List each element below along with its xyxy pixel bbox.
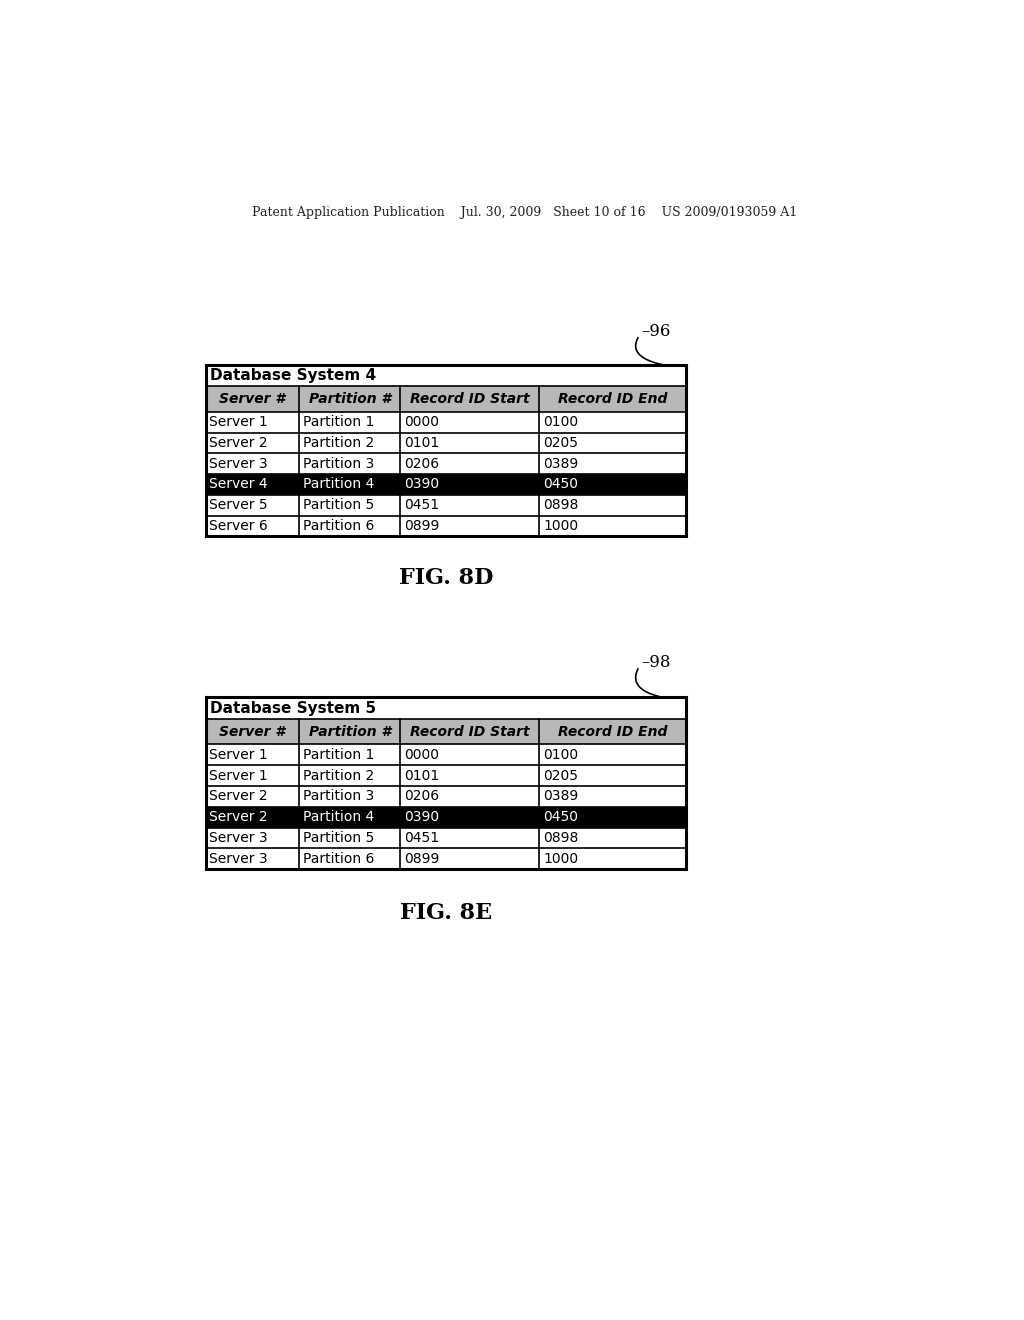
Text: 0451: 0451 bbox=[404, 830, 439, 845]
Text: Patent Application Publication    Jul. 30, 2009   Sheet 10 of 16    US 2009/0193: Patent Application Publication Jul. 30, … bbox=[252, 206, 798, 219]
Text: FIG. 8D: FIG. 8D bbox=[398, 568, 493, 589]
Text: Server 2: Server 2 bbox=[209, 436, 268, 450]
Bar bbox=[206, 412, 686, 433]
Text: 0898: 0898 bbox=[544, 498, 579, 512]
Text: 0899: 0899 bbox=[404, 519, 439, 533]
Text: Partition 2: Partition 2 bbox=[303, 436, 375, 450]
Text: Server 6: Server 6 bbox=[209, 519, 268, 533]
Text: Server 3: Server 3 bbox=[209, 457, 268, 471]
Text: –98: –98 bbox=[641, 655, 671, 672]
Bar bbox=[206, 744, 686, 766]
Text: 0899: 0899 bbox=[404, 851, 439, 866]
Text: 0390: 0390 bbox=[404, 478, 439, 491]
Text: Partition #: Partition # bbox=[308, 725, 391, 739]
Text: Server 1: Server 1 bbox=[209, 768, 268, 783]
Text: 1000: 1000 bbox=[544, 851, 579, 866]
Text: Server #: Server # bbox=[219, 392, 286, 407]
Text: Server 1: Server 1 bbox=[209, 414, 268, 429]
Bar bbox=[206, 849, 686, 869]
Text: Partition 1: Partition 1 bbox=[303, 747, 375, 762]
Bar bbox=[206, 474, 686, 495]
Text: 0206: 0206 bbox=[404, 789, 439, 804]
Text: 0450: 0450 bbox=[544, 810, 579, 824]
Text: Server 3: Server 3 bbox=[209, 851, 268, 866]
Text: 0000: 0000 bbox=[404, 414, 439, 429]
Text: 0389: 0389 bbox=[544, 457, 579, 471]
Text: 1000: 1000 bbox=[544, 519, 579, 533]
Text: 0206: 0206 bbox=[404, 457, 439, 471]
Bar bbox=[206, 387, 686, 412]
Bar bbox=[206, 433, 686, 453]
Text: 0101: 0101 bbox=[404, 436, 439, 450]
Text: Partition #: Partition # bbox=[308, 392, 391, 407]
Text: Partition 4: Partition 4 bbox=[303, 478, 375, 491]
Text: Partition 4: Partition 4 bbox=[303, 810, 375, 824]
Text: 0205: 0205 bbox=[544, 436, 579, 450]
Text: 0390: 0390 bbox=[404, 810, 439, 824]
Text: Partition 1: Partition 1 bbox=[303, 414, 375, 429]
Text: FIG. 8E: FIG. 8E bbox=[399, 902, 492, 924]
Text: Partition 6: Partition 6 bbox=[303, 519, 375, 533]
Text: Server 2: Server 2 bbox=[209, 789, 268, 804]
Text: Partition 5: Partition 5 bbox=[303, 830, 375, 845]
Text: Server 2: Server 2 bbox=[209, 810, 268, 824]
Text: Partition 2: Partition 2 bbox=[303, 768, 375, 783]
Text: Partition 3: Partition 3 bbox=[303, 457, 375, 471]
Bar bbox=[206, 766, 686, 785]
Text: Partition 5: Partition 5 bbox=[303, 498, 375, 512]
Text: Server 1: Server 1 bbox=[209, 747, 268, 762]
Bar bbox=[206, 516, 686, 536]
Text: 0101: 0101 bbox=[404, 768, 439, 783]
Bar bbox=[206, 697, 686, 869]
Text: 0100: 0100 bbox=[544, 747, 579, 762]
Text: Database System 4: Database System 4 bbox=[210, 368, 376, 383]
Text: 0100: 0100 bbox=[544, 414, 579, 429]
Text: 0205: 0205 bbox=[544, 768, 579, 783]
Bar bbox=[206, 807, 686, 828]
Text: 0898: 0898 bbox=[544, 830, 579, 845]
Text: Record ID End: Record ID End bbox=[558, 392, 668, 407]
Text: Server #: Server # bbox=[219, 725, 286, 739]
Text: Record ID End: Record ID End bbox=[558, 725, 668, 739]
Text: Database System 5: Database System 5 bbox=[210, 701, 376, 715]
Text: Record ID Start: Record ID Start bbox=[410, 725, 529, 739]
Text: 0389: 0389 bbox=[544, 789, 579, 804]
Bar bbox=[206, 719, 686, 744]
Text: Server 4: Server 4 bbox=[209, 478, 268, 491]
Text: 0000: 0000 bbox=[404, 747, 439, 762]
Text: Record ID Start: Record ID Start bbox=[410, 392, 529, 407]
Text: 0450: 0450 bbox=[544, 478, 579, 491]
Bar bbox=[206, 364, 686, 536]
Text: 0451: 0451 bbox=[404, 498, 439, 512]
Bar bbox=[206, 828, 686, 849]
Text: Partition 6: Partition 6 bbox=[303, 851, 375, 866]
Text: Partition 3: Partition 3 bbox=[303, 789, 375, 804]
Text: –96: –96 bbox=[641, 323, 671, 341]
Bar bbox=[206, 785, 686, 807]
Text: Server 5: Server 5 bbox=[209, 498, 268, 512]
Bar bbox=[206, 495, 686, 516]
Bar bbox=[206, 453, 686, 474]
Text: Server 3: Server 3 bbox=[209, 830, 268, 845]
